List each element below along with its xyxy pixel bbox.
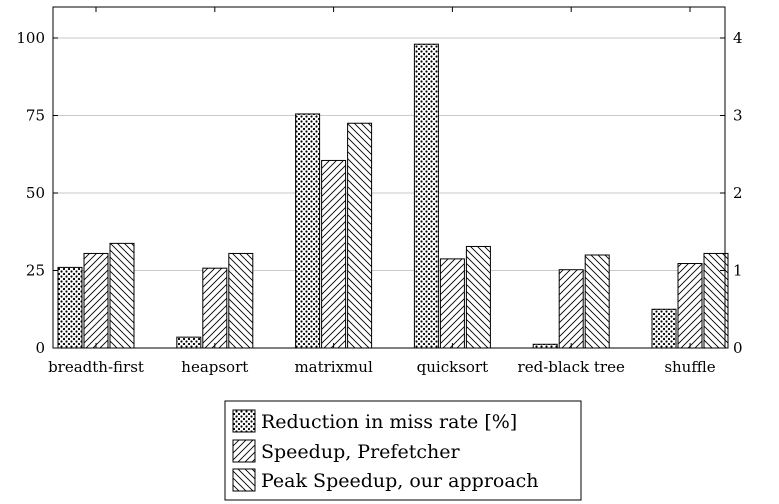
bar-5-1 <box>677 263 703 349</box>
bar-3-0 <box>413 43 439 349</box>
right-tick-label: 0 <box>733 339 743 357</box>
bar-1-2 <box>228 252 254 349</box>
x-tick-label: breadth-first <box>48 358 144 376</box>
left-tick-label: 75 <box>26 107 45 125</box>
bar-0-2 <box>109 242 135 349</box>
x-tick-label: shuffle <box>664 358 715 376</box>
bar-2-2 <box>347 122 373 349</box>
bar-3-2 <box>465 245 491 349</box>
bar-0-1 <box>83 252 109 349</box>
right-tick-label: 2 <box>733 184 743 202</box>
left-y-axis: 0 25 50 75 100 <box>16 29 58 357</box>
gridlines <box>53 37 725 271</box>
legend-label-0: Reduction in miss rate [%] <box>261 411 517 433</box>
left-tick-label: 50 <box>26 184 45 202</box>
legend-label-2: Peak Speedup, our approach <box>261 470 539 492</box>
bar-3-1 <box>439 258 465 349</box>
bar-1-1 <box>202 267 228 349</box>
legend: Reduction in miss rate [%] Speedup, Pref… <box>224 400 582 501</box>
bar-1-0 <box>176 336 202 349</box>
x-tick-label: heapsort <box>181 358 248 376</box>
bar-4-1 <box>558 269 584 349</box>
legend-box <box>224 400 582 501</box>
bar-5-2 <box>703 252 729 349</box>
legend-label-1: Speedup, Prefetcher <box>261 441 460 463</box>
bar-0-0 <box>57 266 83 349</box>
right-tick-label: 4 <box>733 29 743 47</box>
left-tick-label: 100 <box>16 29 45 47</box>
legend-swatch-1 <box>232 439 256 463</box>
right-y-axis: 0 1 2 3 4 <box>720 29 743 357</box>
plot-frame <box>52 6 726 349</box>
x-tick-label: matrixmul <box>294 358 373 376</box>
bar-2-0 <box>295 113 321 349</box>
right-tick-label: 1 <box>733 262 743 280</box>
right-tick-label: 3 <box>733 107 743 125</box>
bar-5-0 <box>651 308 677 349</box>
left-tick-label: 25 <box>26 262 45 280</box>
bar-4-2 <box>584 254 610 349</box>
legend-swatch-0 <box>232 409 256 433</box>
bar-2-1 <box>321 159 347 349</box>
bar-4-0 <box>532 343 558 349</box>
bars <box>57 43 729 349</box>
x-axis: breadth-first heapsort matrixmul quicksort r… <box>48 7 716 376</box>
x-tick-label: red-black tree <box>518 358 625 376</box>
x-tick-label: quicksort <box>417 358 488 376</box>
legend-swatch-2 <box>232 468 256 492</box>
left-tick-label: 0 <box>35 339 45 357</box>
